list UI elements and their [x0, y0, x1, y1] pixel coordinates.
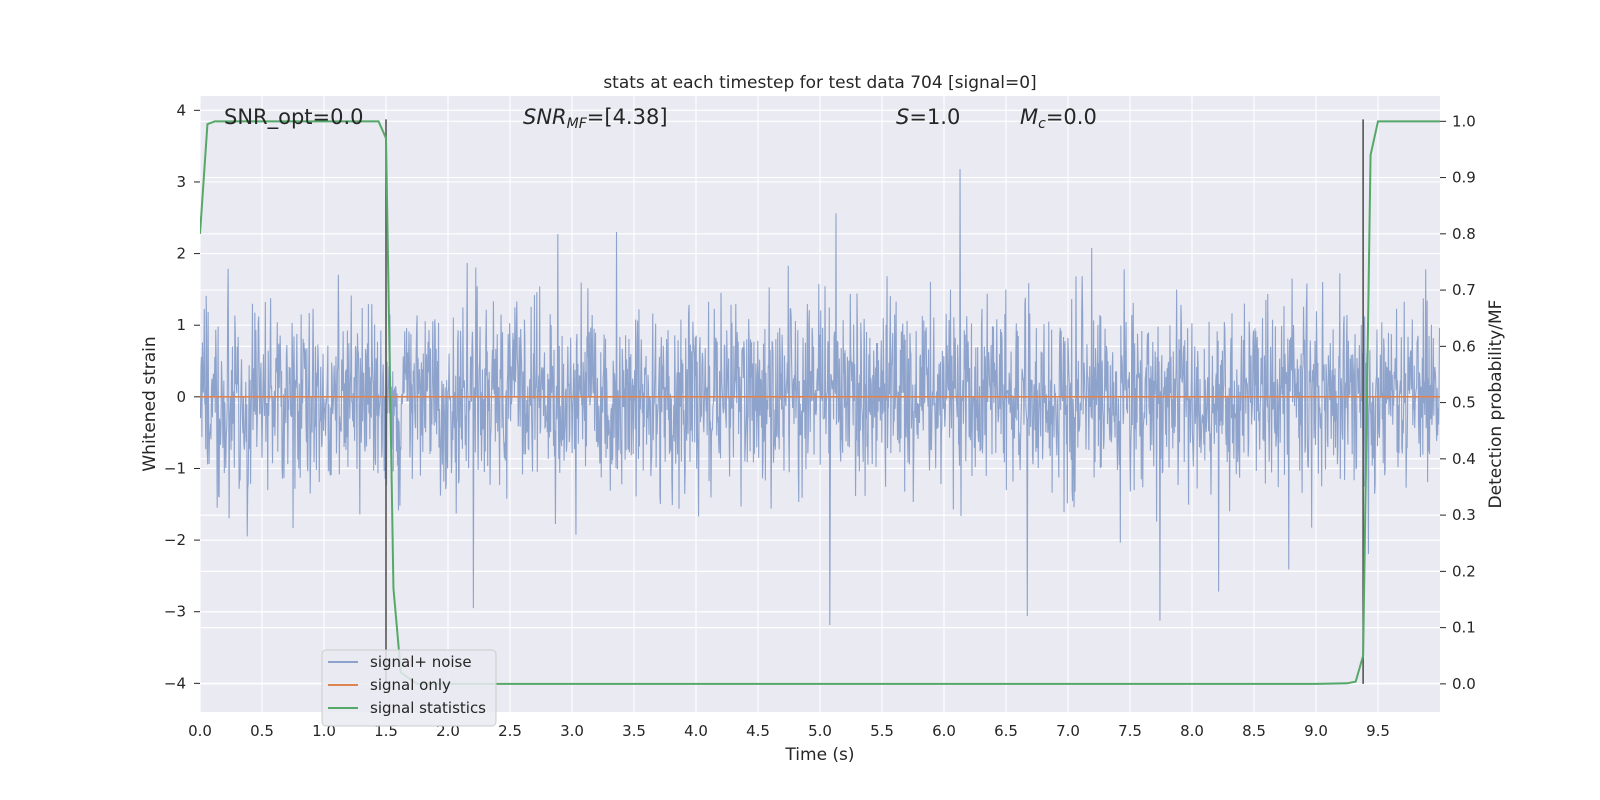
x-tick-label: 3.0 — [560, 722, 584, 740]
y-tick-label: 2 — [176, 245, 186, 263]
x-tick-label: 6.5 — [994, 722, 1018, 740]
annotation-mc: Mc=0.0 — [1020, 105, 1097, 132]
annotation-snr-mf: SNRMF=[4.38] — [523, 105, 668, 132]
x-tick-label: 9.0 — [1304, 722, 1328, 740]
x-tick-label: 7.5 — [1118, 722, 1142, 740]
x-tick-label: 8.0 — [1180, 722, 1204, 740]
y-tick-label: −3 — [164, 603, 186, 621]
y-tick-label: −1 — [164, 459, 186, 477]
legend: signal+ noise signal only signal statist… — [321, 649, 497, 727]
y-right-tick-label: 0.8 — [1452, 225, 1476, 243]
series-noise-line — [200, 169, 1440, 626]
y-axis-label: Whitened strain — [140, 336, 160, 471]
y-tick-label: 3 — [176, 173, 186, 191]
x-tick-label: 9.5 — [1366, 722, 1390, 740]
y-right-tick-label: 1.0 — [1452, 112, 1476, 130]
x-tick-label: 5.0 — [808, 722, 832, 740]
x-tick-label: 3.5 — [622, 722, 646, 740]
legend-label-signal: signal only — [370, 676, 451, 694]
legend-label-noise: signal+ noise — [370, 653, 472, 671]
x-tick-label: 6.0 — [932, 722, 956, 740]
y-right-tick-label: 0.2 — [1452, 562, 1476, 580]
x-tick-label: 5.5 — [870, 722, 894, 740]
chart-title: stats at each timestep for test data 704… — [603, 73, 1036, 93]
y-right-tick-label: 0.9 — [1452, 169, 1476, 187]
x-axis-label: Time (s) — [784, 745, 854, 765]
annotation-snr-opt: SNR_opt=0.0 — [224, 105, 364, 130]
y-tick-label: 4 — [176, 101, 186, 119]
y-right-tick-label: 0.6 — [1452, 337, 1476, 355]
y-right-tick-label: 0.3 — [1452, 506, 1476, 524]
x-tick-label: 4.5 — [746, 722, 770, 740]
annotation-s: S=1.0 — [896, 105, 960, 129]
x-tick-label: 2.5 — [498, 722, 522, 740]
y-tick-label: −2 — [164, 531, 186, 549]
y-right-tick-label: 0.4 — [1452, 450, 1476, 468]
x-tick-label: 4.0 — [684, 722, 708, 740]
y-right-tick-label: 0.7 — [1452, 281, 1476, 299]
y-tick-label: 1 — [176, 316, 186, 334]
x-tick-label: 8.5 — [1242, 722, 1266, 740]
x-tick-label: 7.0 — [1056, 722, 1080, 740]
x-tick-label: 0.0 — [188, 722, 212, 740]
x-tick-label: 0.5 — [250, 722, 274, 740]
y-tick-label: 0 — [176, 388, 186, 406]
y-right-tick-label: 0.1 — [1452, 619, 1476, 637]
y-right-tick-label: 0.5 — [1452, 394, 1476, 412]
legend-label-stats: signal statistics — [370, 699, 486, 717]
y-tick-label: −4 — [164, 674, 186, 692]
y-right-tick-label: 0.0 — [1452, 675, 1476, 693]
y-right-axis-label: Detection probability/MF — [1486, 300, 1506, 509]
